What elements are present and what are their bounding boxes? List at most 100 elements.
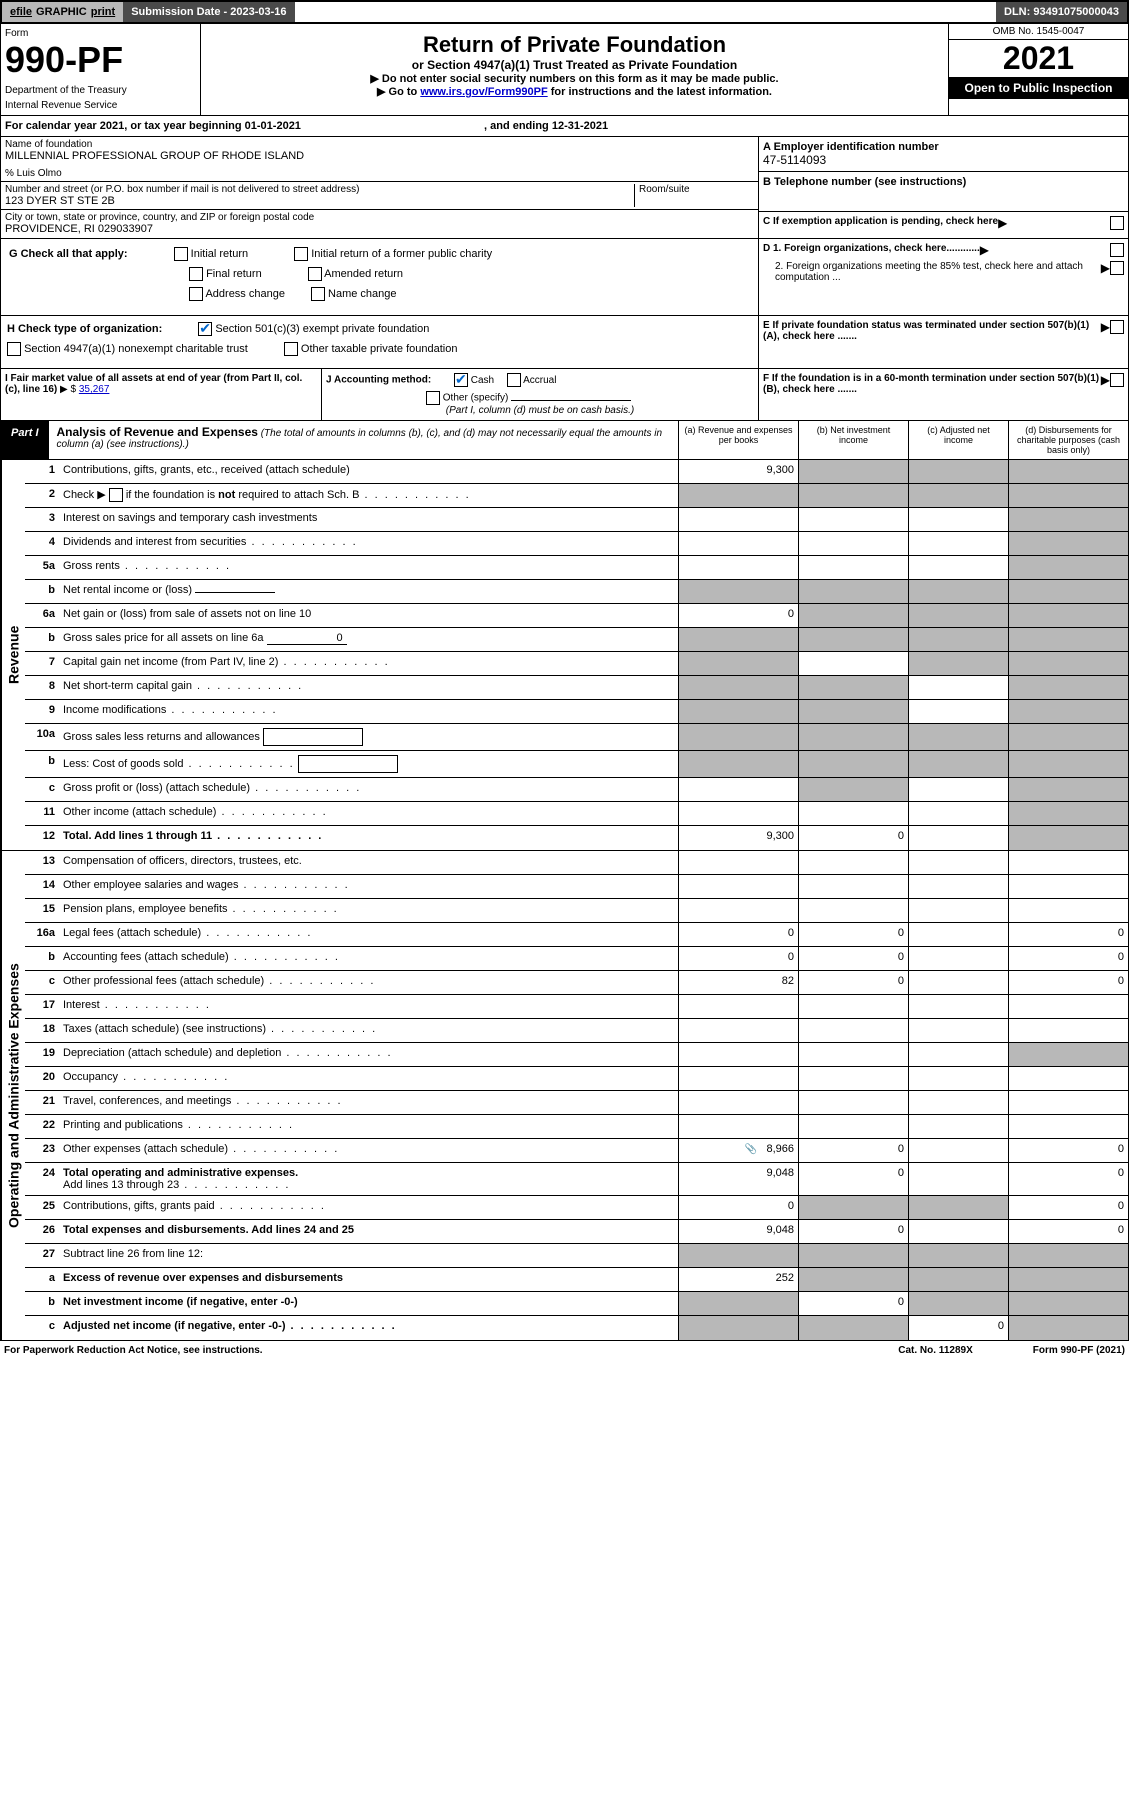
open-inspection: Open to Public Inspection bbox=[949, 77, 1128, 99]
row-6b-label: Gross sales price for all assets on line… bbox=[61, 628, 678, 651]
row-4-a bbox=[678, 532, 798, 555]
row-num: 19 bbox=[25, 1043, 61, 1066]
row-27-d bbox=[1008, 1244, 1128, 1267]
row-3-label: Interest on savings and temporary cash i… bbox=[61, 508, 678, 531]
other-method-checkbox[interactable] bbox=[426, 391, 440, 405]
row-27c-label: Adjusted net income (if negative, enter … bbox=[61, 1316, 678, 1340]
attachment-icon[interactable]: 📎 bbox=[745, 1144, 757, 1155]
row-num: 15 bbox=[25, 899, 61, 922]
form-subtitle: or Section 4947(a)(1) Trust Treated as P… bbox=[209, 58, 940, 72]
row-16a-label: Legal fees (attach schedule) bbox=[61, 923, 678, 946]
irs-link[interactable]: www.irs.gov/Form990PF bbox=[420, 86, 547, 98]
row-6a-b bbox=[798, 604, 908, 627]
row-15-a bbox=[678, 899, 798, 922]
other-taxable-checkbox[interactable] bbox=[284, 342, 298, 356]
row-21-d bbox=[1008, 1091, 1128, 1114]
row-5b-d bbox=[1008, 580, 1128, 603]
d2-checkbox[interactable] bbox=[1110, 261, 1124, 275]
c-checkbox[interactable] bbox=[1110, 216, 1124, 230]
row-num: 2 bbox=[25, 484, 61, 507]
row-num: 10a bbox=[25, 724, 61, 750]
row-3-b bbox=[798, 508, 908, 531]
other-taxable-label: Other taxable private foundation bbox=[301, 343, 458, 355]
row-num: 26 bbox=[25, 1220, 61, 1243]
cash-checkbox[interactable] bbox=[454, 373, 468, 387]
row-16c-label: Other professional fees (attach schedule… bbox=[61, 971, 678, 994]
row-num: 20 bbox=[25, 1067, 61, 1090]
row-5b-b bbox=[798, 580, 908, 603]
row-2-b bbox=[798, 484, 908, 507]
row-6b-b bbox=[798, 628, 908, 651]
header-left: Form 990-PF Department of the Treasury I… bbox=[1, 24, 201, 115]
row-11-c bbox=[908, 802, 1008, 825]
row-4-c bbox=[908, 532, 1008, 555]
501c3-checkbox[interactable] bbox=[198, 322, 212, 336]
row-7-c bbox=[908, 652, 1008, 675]
final-label: Final return bbox=[206, 268, 262, 280]
row-1-d bbox=[1008, 460, 1128, 483]
j-label: J Accounting method: bbox=[326, 375, 431, 386]
c-label: C If exemption application is pending, c… bbox=[763, 216, 998, 227]
h-left: H Check type of organization: Section 50… bbox=[1, 316, 758, 368]
address-checkbox[interactable] bbox=[189, 287, 203, 301]
row-14-c bbox=[908, 875, 1008, 898]
row-6b-val: 0 bbox=[267, 632, 347, 645]
row-num: 18 bbox=[25, 1019, 61, 1042]
row-num: 21 bbox=[25, 1091, 61, 1114]
namechange-checkbox[interactable] bbox=[311, 287, 325, 301]
footer-mid: Cat. No. 11289X bbox=[898, 1345, 972, 1356]
accrual-checkbox[interactable] bbox=[507, 373, 521, 387]
final-checkbox[interactable] bbox=[189, 267, 203, 281]
e-checkbox[interactable] bbox=[1110, 320, 1124, 334]
revenue-side-label: Revenue bbox=[1, 460, 25, 850]
row-14-a bbox=[678, 875, 798, 898]
d1-checkbox[interactable] bbox=[1110, 243, 1124, 257]
row-num: 9 bbox=[25, 700, 61, 723]
row-num: b bbox=[25, 947, 61, 970]
f-checkbox[interactable] bbox=[1110, 373, 1124, 387]
row-27a-label: Excess of revenue over expenses and disb… bbox=[61, 1268, 678, 1291]
efile-link[interactable]: efile bbox=[10, 6, 32, 18]
row-27b-a bbox=[678, 1292, 798, 1315]
row-15-b bbox=[798, 899, 908, 922]
row-16b-c bbox=[908, 947, 1008, 970]
phone-row: B Telephone number (see instructions) bbox=[759, 172, 1128, 212]
row-13-a bbox=[678, 851, 798, 874]
expenses-side-label: Operating and Administrative Expenses bbox=[1, 851, 25, 1340]
row-27-c bbox=[908, 1244, 1008, 1267]
row-23-d: 0 bbox=[1008, 1139, 1128, 1162]
row-num: 17 bbox=[25, 995, 61, 1018]
row-num: 13 bbox=[25, 851, 61, 874]
header-mid: Return of Private Foundation or Section … bbox=[201, 24, 948, 115]
instr-2: ▶ Go to www.irs.gov/Form990PF for instru… bbox=[209, 85, 940, 98]
row-num: c bbox=[25, 971, 61, 994]
page-footer: For Paperwork Reduction Act Notice, see … bbox=[0, 1341, 1129, 1360]
revenue-rows: 1Contributions, gifts, grants, etc., rec… bbox=[25, 460, 1128, 850]
schb-checkbox[interactable] bbox=[109, 488, 123, 502]
initial-former-checkbox[interactable] bbox=[294, 247, 308, 261]
row-7-a bbox=[678, 652, 798, 675]
name-row: Name of foundation MILLENNIAL PROFESSION… bbox=[1, 137, 758, 182]
initial-checkbox[interactable] bbox=[174, 247, 188, 261]
row-16c-a: 82 bbox=[678, 971, 798, 994]
print-link[interactable]: print bbox=[91, 6, 115, 18]
row-num: c bbox=[25, 1316, 61, 1340]
row-27a-d bbox=[1008, 1268, 1128, 1291]
expenses-rows: 13Compensation of officers, directors, t… bbox=[25, 851, 1128, 1340]
row-23-a: 📎 8,966 bbox=[678, 1139, 798, 1162]
fmv-value[interactable]: 35,267 bbox=[79, 384, 110, 395]
row-16c-b: 0 bbox=[798, 971, 908, 994]
amended-checkbox[interactable] bbox=[308, 267, 322, 281]
row-12-c bbox=[908, 826, 1008, 850]
row-13-c bbox=[908, 851, 1008, 874]
row-num: 5a bbox=[25, 556, 61, 579]
row-10c-a bbox=[678, 778, 798, 801]
row-4-label: Dividends and interest from securities bbox=[61, 532, 678, 555]
ein-row: A Employer identification number 47-5114… bbox=[759, 137, 1128, 172]
4947-checkbox[interactable] bbox=[7, 342, 21, 356]
g-section: G Check all that apply: Initial return I… bbox=[0, 239, 1129, 316]
row-16a-d: 0 bbox=[1008, 923, 1128, 946]
row-18-c bbox=[908, 1019, 1008, 1042]
row-16a-b: 0 bbox=[798, 923, 908, 946]
d1-label: D 1. Foreign organizations, check here..… bbox=[763, 243, 980, 254]
